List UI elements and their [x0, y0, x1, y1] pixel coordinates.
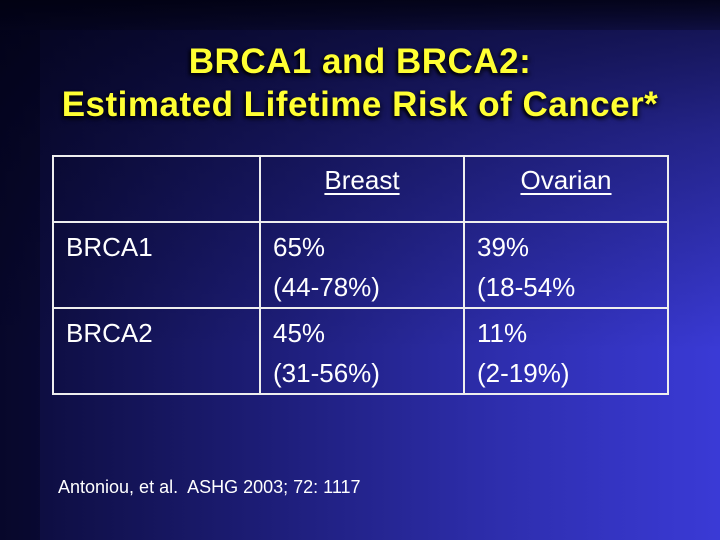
risk-table: Breast Ovarian BRCA1 65% (44-78%) 39% (1… [52, 155, 669, 395]
cell-brca2-ovarian-value: 11% [477, 318, 528, 348]
cell-brca2-breast-value: 45% [273, 318, 326, 348]
cell-brca1-breast: 65% (44-78%) [259, 221, 465, 309]
background-frame-top [0, 0, 720, 30]
cell-brca1-ovarian-range: (18-54% [477, 272, 576, 302]
table-row-brca2: BRCA2 45% (31-56%) 11% (2-19%) [52, 307, 669, 395]
cell-brca1-ovarian-value: 39% [477, 232, 530, 262]
cell-brca2-breast-range: (31-56%) [273, 358, 380, 388]
table-header-breast: Breast [259, 155, 465, 223]
table-row-brca1: BRCA1 65% (44-78%) 39% (18-54% [52, 221, 669, 309]
slide-title: BRCA1 and BRCA2: Estimated Lifetime Risk… [0, 40, 720, 126]
cell-brca2-breast: 45% (31-56%) [259, 307, 465, 395]
slide-title-line-2: Estimated Lifetime Risk of Cancer* [61, 85, 659, 124]
cell-brca1-breast-value: 65% [273, 232, 326, 262]
cell-brca1-breast-range: (44-78%) [273, 272, 380, 302]
row-label-brca2: BRCA2 [52, 307, 261, 395]
table-header-ovarian: Ovarian [463, 155, 669, 223]
slide-title-line-1: BRCA1 and BRCA2: [188, 42, 532, 81]
row-label-brca1: BRCA1 [52, 221, 261, 309]
cell-brca2-ovarian-range: (2-19%) [477, 358, 570, 388]
table-header-ovarian-label: Ovarian [520, 165, 612, 195]
table-header-row: Breast Ovarian [52, 155, 669, 223]
citation-text: Antoniou, et al. ASHG 2003; 72: 1117 [58, 477, 361, 497]
cell-brca1-ovarian: 39% (18-54% [463, 221, 669, 309]
table-header-breast-label: Breast [324, 165, 400, 195]
cell-brca2-ovarian: 11% (2-19%) [463, 307, 669, 395]
background-frame-left [0, 30, 40, 540]
table-header-empty [52, 155, 261, 223]
